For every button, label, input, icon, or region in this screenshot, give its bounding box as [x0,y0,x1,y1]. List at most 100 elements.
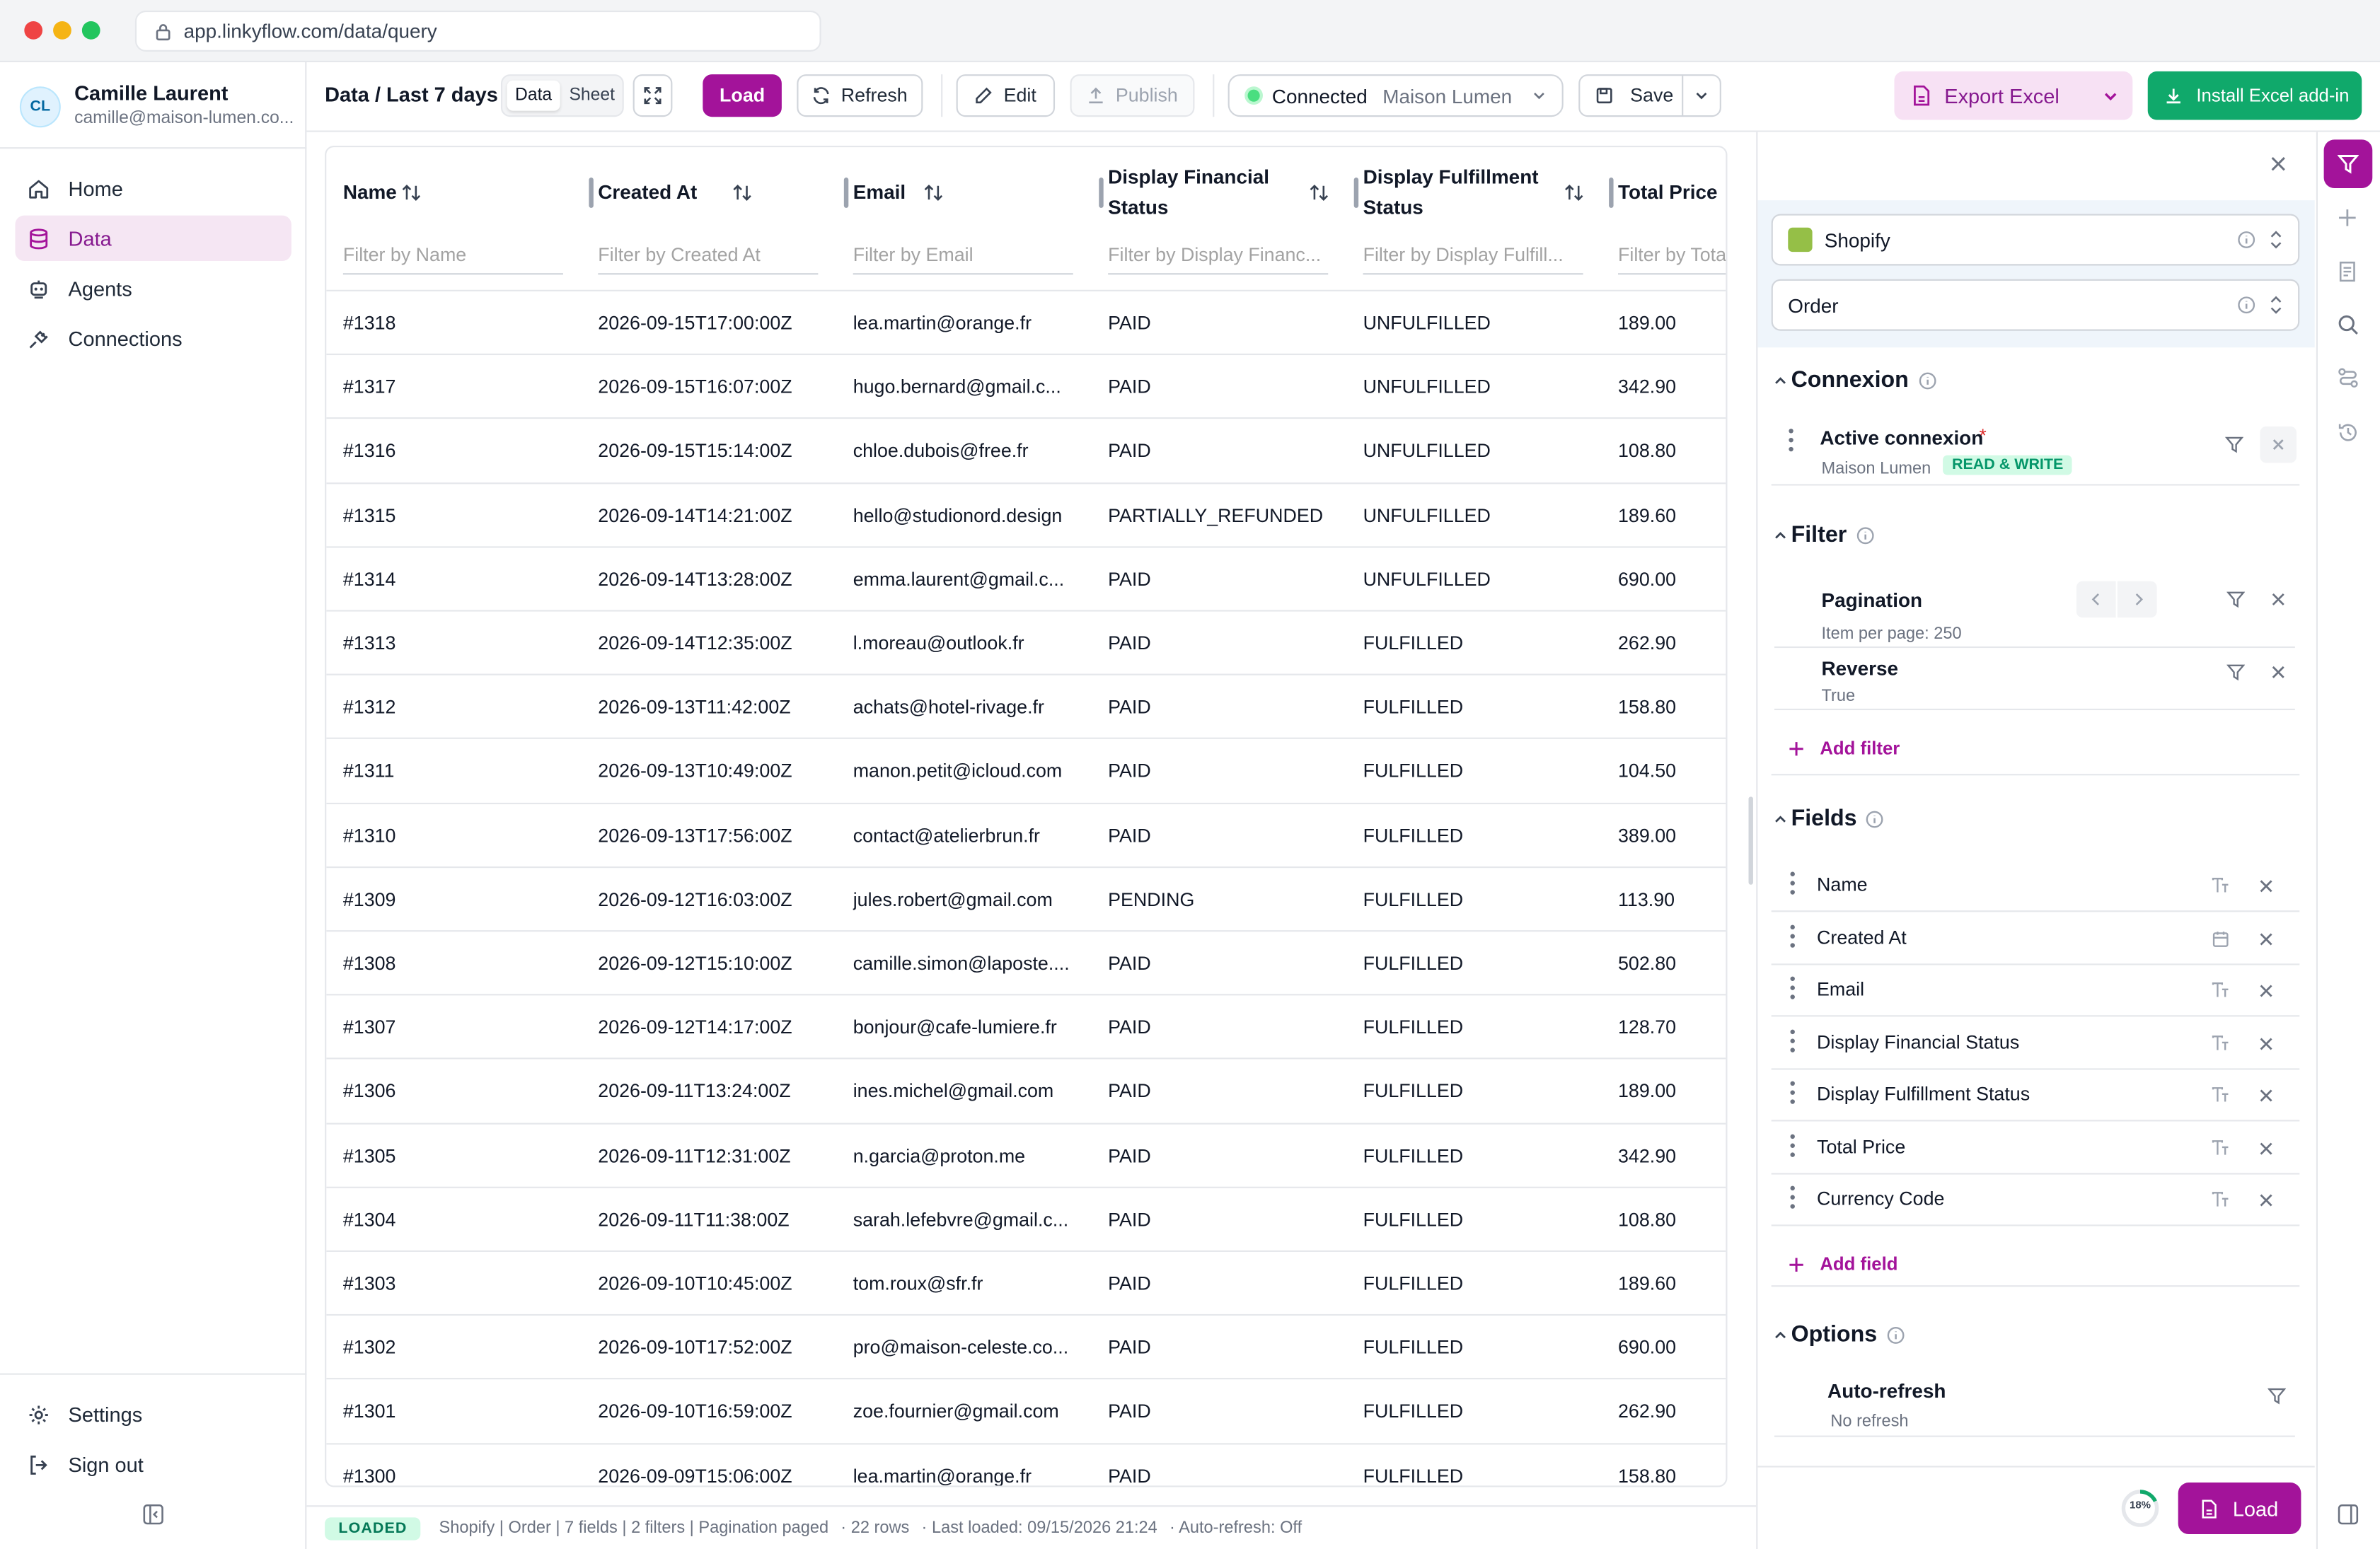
table-row[interactable]: #1311 2026-09-13T10:49:00Z manon.petit@icl… [326,738,1726,802]
sort-icon[interactable] [732,184,753,202]
drag-handle-icon[interactable] [1789,871,1796,895]
drag-handle-icon[interactable] [1788,428,1794,452]
filter-pagination[interactable]: Pagination Item per page: 250 [1774,569,2295,649]
sort-icon[interactable] [923,184,944,202]
save-options-chevron-icon[interactable] [1694,88,1709,103]
column-filter-input[interactable] [1108,235,1329,275]
edit-button[interactable]: Edit [956,74,1056,117]
prev-page-button[interactable] [2076,581,2116,618]
source-select[interactable]: Shopify [1771,214,2300,266]
history-tool-icon[interactable] [2338,422,2359,443]
address-bar[interactable]: app.linkyflow.com/data/query [134,11,821,52]
connexion-section-header[interactable]: Connexion [1773,367,1936,393]
filter-tool-button[interactable] [2323,139,2373,189]
minimize-window-dot[interactable] [53,21,71,40]
table-row[interactable]: #1318 2026-09-15T17:00:00Z lea.martin@oran… [326,289,1726,354]
table-row[interactable]: #1309 2026-09-12T16:03:00Z jules.robert@gm… [326,866,1726,930]
remove-field-icon[interactable] [2258,1140,2273,1155]
column-label[interactable]: Total Price [1617,180,1718,204]
column-label[interactable]: Email [853,180,906,204]
drag-handle-icon[interactable] [1789,923,1796,947]
publish-button[interactable]: Publish [1070,74,1195,117]
fullscreen-button[interactable] [632,74,673,117]
drag-handle-icon[interactable] [1789,1081,1796,1105]
filter-icon[interactable] [2226,663,2246,682]
nav-home[interactable]: Home [15,166,291,211]
table-row[interactable]: #1315 2026-09-14T14:21:00Z hello@studionor… [326,482,1726,545]
save-button[interactable]: Save [1630,85,1674,107]
nav-data[interactable]: Data [15,215,291,262]
column-label[interactable]: Name [342,180,397,204]
table-row[interactable]: #1308 2026-09-12T15:10:00Z camille.simon@l… [326,930,1726,994]
table-scrollbar[interactable] [1748,796,1753,885]
collapse-panel-icon[interactable] [2338,1504,2359,1525]
filter-section-header[interactable]: Filter [1773,522,1874,547]
add-field-button[interactable]: Add field [1788,1253,1897,1275]
connection-selector[interactable]: Connected Maison Lumen [1227,74,1564,117]
drag-handle-icon[interactable] [1789,1133,1796,1157]
sort-icon[interactable] [1308,184,1329,202]
drag-handle-icon[interactable] [1789,1028,1796,1052]
column-resize-handle[interactable] [1099,178,1104,208]
column-resize-handle[interactable] [1609,178,1614,208]
column-label[interactable]: Display Fulfillment Status [1363,165,1539,219]
avatar[interactable]: CL [19,86,61,128]
remove-filter-icon[interactable] [2271,665,2286,680]
table-row[interactable]: #1306 2026-09-11T13:24:00Z ines.michel@gma… [326,1058,1726,1122]
remove-filter-icon[interactable] [2271,592,2286,607]
options-section-header[interactable]: Options [1773,1322,1905,1347]
filter-icon[interactable] [2225,436,2243,454]
install-addin-button[interactable]: Install Excel add-in [2147,71,2362,120]
remove-field-icon[interactable] [2258,931,2273,946]
column-filter-input[interactable] [1363,235,1583,275]
filter-icon[interactable] [2226,591,2246,609]
close-panel-icon[interactable] [2268,153,2289,175]
column-label[interactable]: Display Financial Status [1108,165,1269,219]
sort-icon[interactable] [400,184,422,202]
table-row[interactable]: #1303 2026-09-10T10:45:00Z tom.roux@sfr.fr… [326,1250,1726,1314]
table-row[interactable]: #1317 2026-09-15T16:07:00Z hugo.bernard@gm… [326,354,1726,417]
field-row[interactable]: Email [1771,965,2300,1017]
field-row[interactable]: Total Price [1771,1122,2300,1174]
maximize-window-dot[interactable] [81,21,100,40]
nav-settings[interactable]: Settings [15,1391,291,1437]
table-row[interactable]: #1314 2026-09-14T13:28:00Z emma.laurent@gm… [326,545,1726,610]
option-auto-refresh[interactable]: Auto-refresh No refresh [1774,1370,2295,1437]
nav-agents[interactable]: Agents [15,265,291,311]
remove-field-icon[interactable] [2258,1088,2273,1103]
add-tool-icon[interactable] [2338,208,2357,228]
field-row[interactable]: Display Financial Status [1771,1017,2300,1069]
object-select[interactable]: Order [1771,279,2300,331]
filter-icon[interactable] [2268,1387,2286,1405]
remove-field-icon[interactable] [2258,983,2273,998]
fields-section-header[interactable]: Fields [1773,806,1884,832]
clear-connexion-button[interactable] [2260,426,2297,463]
tab-data[interactable]: Data [507,80,560,111]
column-filter-input[interactable] [853,235,1073,275]
table-row[interactable]: #1310 2026-09-13T17:56:00Z contact@atelier… [326,802,1726,866]
workflow-tool-icon[interactable] [2338,367,2359,388]
tab-sheet[interactable]: Sheet [569,86,615,105]
column-resize-handle[interactable] [843,178,849,208]
column-filter-input[interactable] [342,235,563,275]
close-window-dot[interactable] [24,21,43,40]
table-row[interactable]: #1301 2026-09-10T16:59:00Z zoe.fournier@gm… [326,1378,1726,1442]
notes-tool-icon[interactable] [2338,261,2357,282]
drag-handle-icon[interactable] [1789,1185,1796,1209]
drag-handle-icon[interactable] [1789,975,1796,999]
field-row[interactable]: Currency Code [1771,1175,2300,1226]
collapse-sidebar-icon[interactable] [143,1504,164,1525]
column-resize-handle[interactable] [589,178,594,208]
filter-reverse[interactable]: Reverse True [1774,649,2295,711]
remove-field-icon[interactable] [2258,878,2273,893]
export-excel-button[interactable]: Export Excel [1894,71,2133,120]
column-resize-handle[interactable] [1353,178,1359,208]
nav-connections[interactable]: Connections [15,315,291,361]
breadcrumb[interactable]: Data / Last 7 days [325,83,498,107]
table-row[interactable]: #1305 2026-09-11T12:31:00Z n.garcia@proton… [326,1122,1726,1186]
load-button[interactable]: Load [703,74,782,117]
panel-load-button[interactable]: Load [2178,1483,2301,1534]
table-row[interactable]: #1304 2026-09-11T11:38:00Z sarah.lefebvre@… [326,1186,1726,1250]
table-row[interactable]: #1300 2026-09-09T15:06:00Z lea.martin@oran… [326,1442,1726,1485]
remove-field-icon[interactable] [2258,1035,2273,1050]
